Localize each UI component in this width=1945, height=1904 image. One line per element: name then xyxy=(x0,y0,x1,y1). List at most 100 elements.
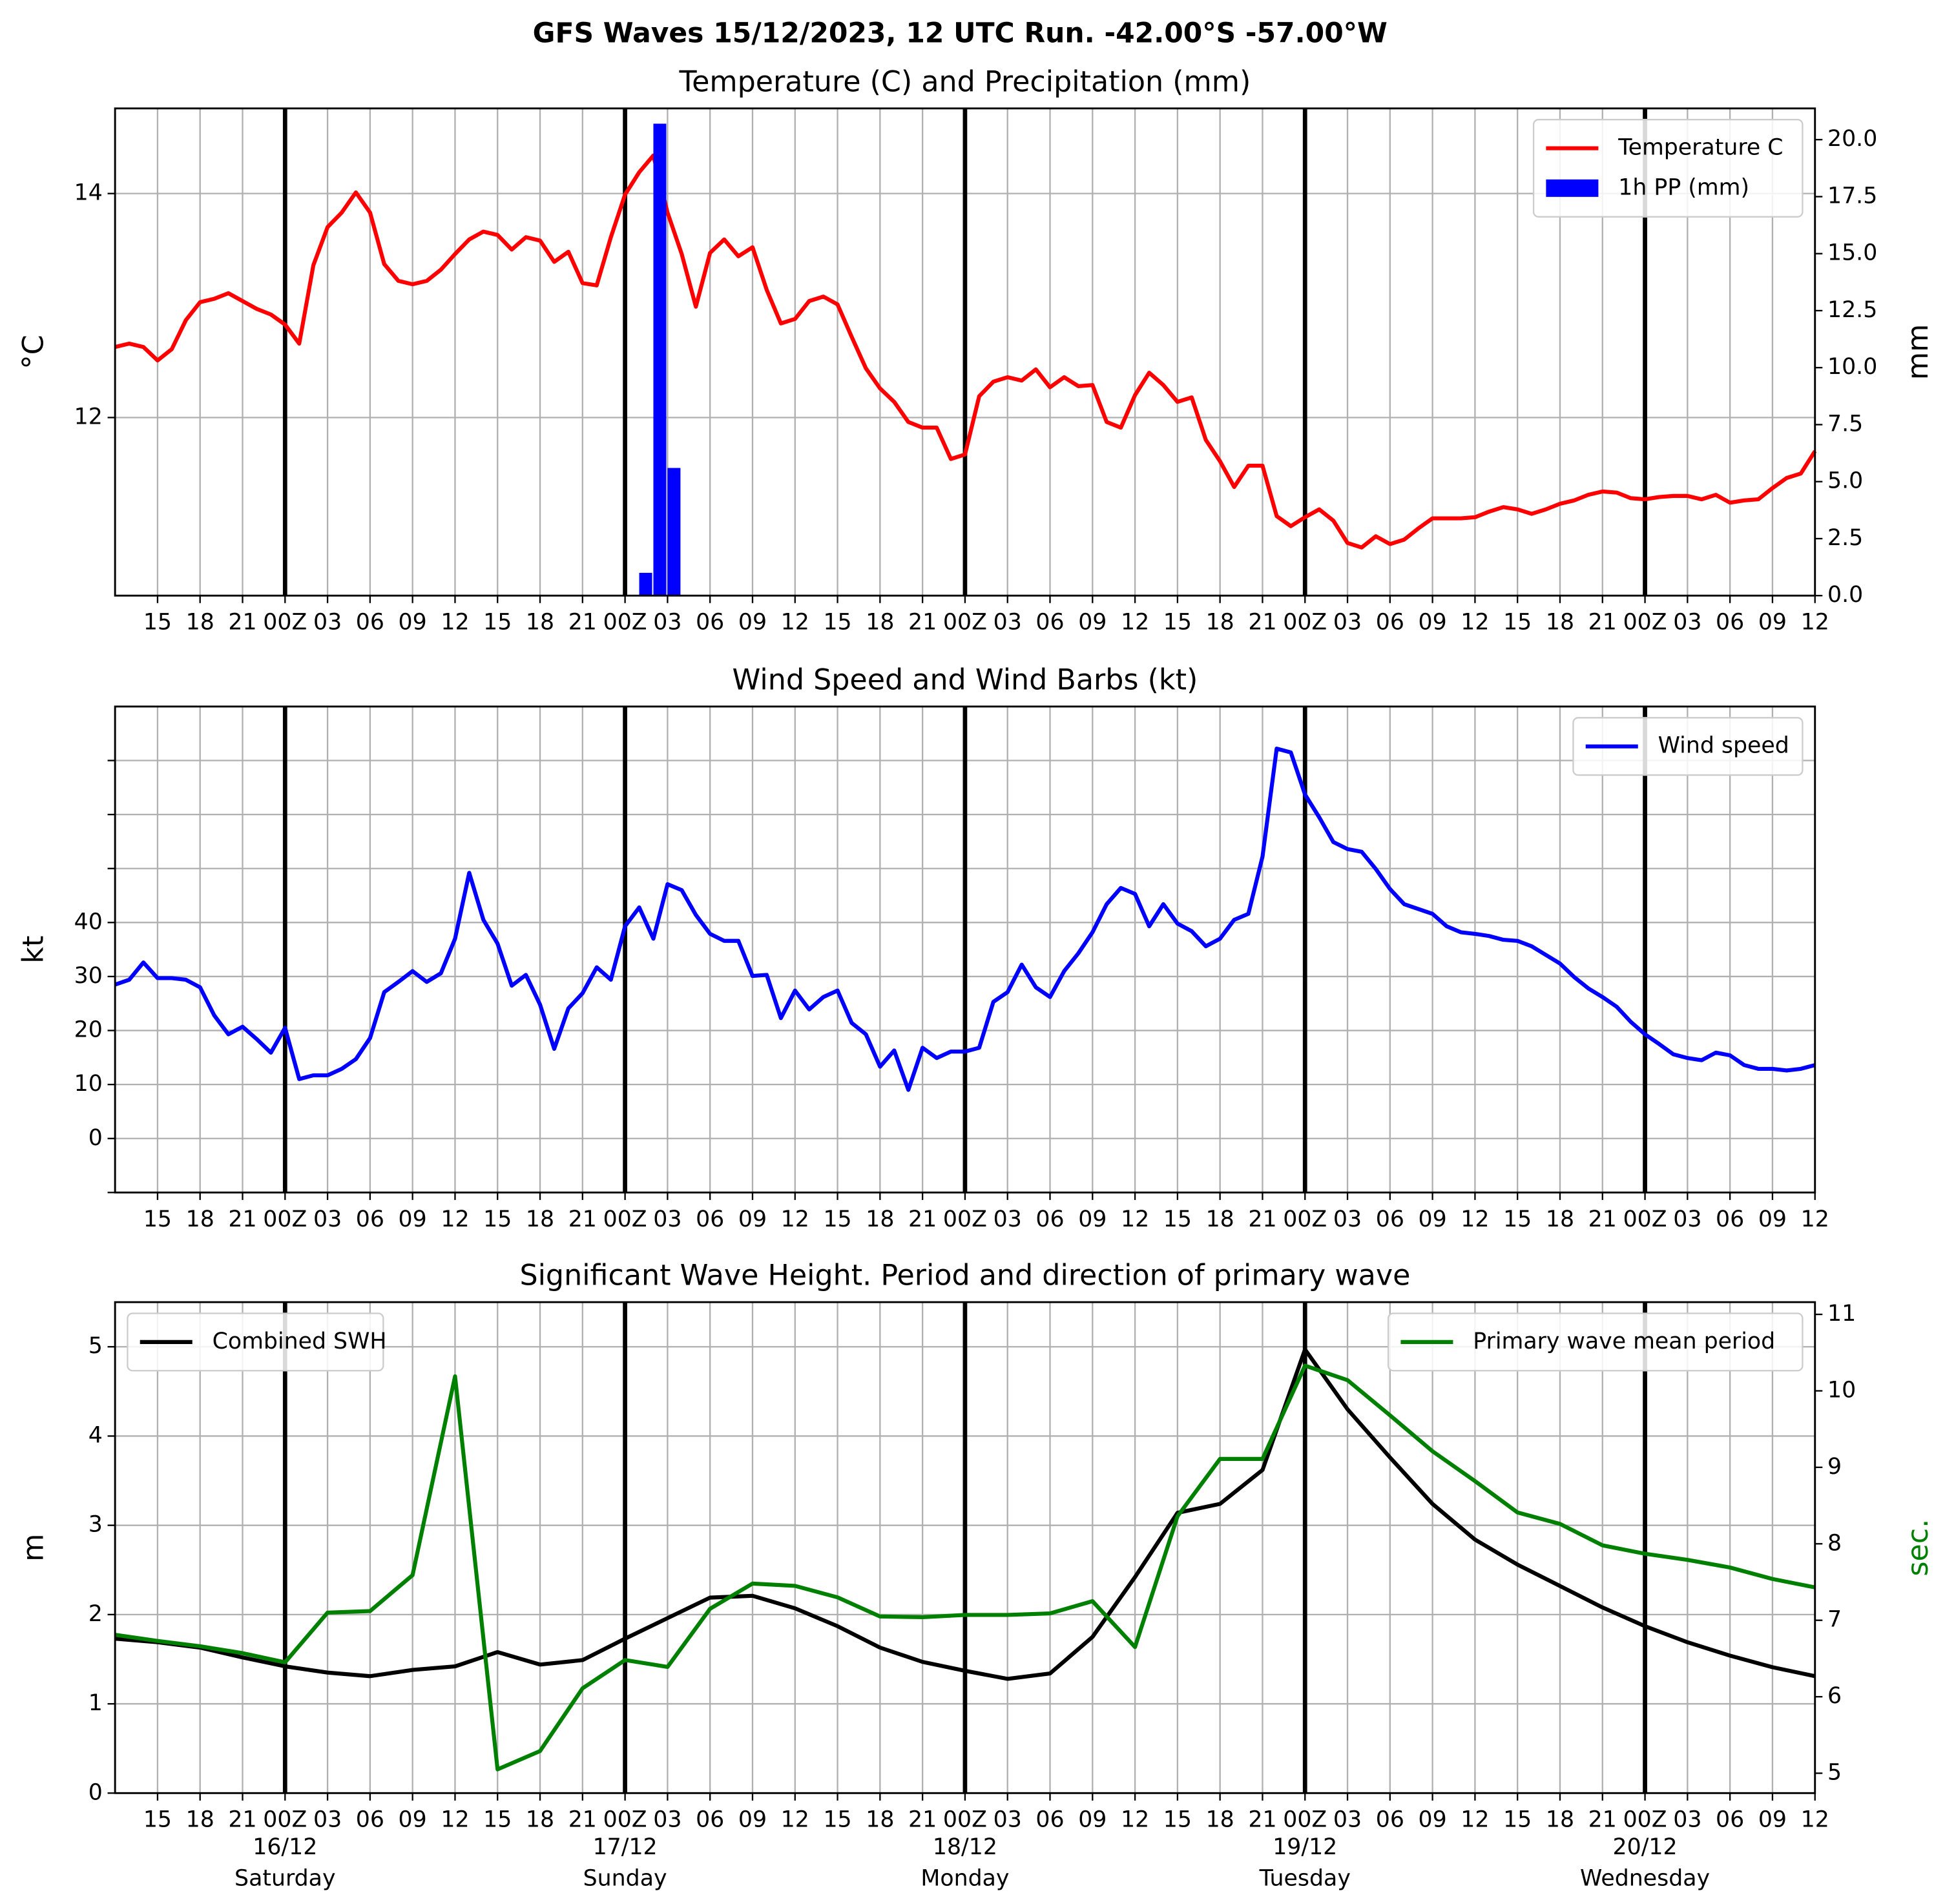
x-tick-label: 18 xyxy=(866,1206,894,1232)
day-label: Saturday xyxy=(234,1865,335,1891)
y2-tick-label: 15.0 xyxy=(1827,240,1877,266)
x-tick-label: 09 xyxy=(399,1807,427,1833)
day-label: Sunday xyxy=(583,1865,667,1891)
x-tick-label: 21 xyxy=(568,610,597,636)
legend-label: Wind speed xyxy=(1658,733,1789,759)
x-tick-label: 03 xyxy=(1333,610,1362,636)
panel-title: Wind Speed and Wind Barbs (kt) xyxy=(733,663,1198,696)
x-tick-label: 03 xyxy=(313,610,342,636)
x-tick-label: 03 xyxy=(993,610,1022,636)
y-tick-label: 10 xyxy=(74,1071,103,1097)
x-tick-label: 21 xyxy=(1588,610,1617,636)
y-axis-label: kt xyxy=(17,936,50,964)
data-line xyxy=(114,747,1816,1092)
x-tick-label: 03 xyxy=(313,1807,342,1833)
x-tick-label: 18 xyxy=(526,1807,554,1833)
y-tick-label: 2 xyxy=(88,1601,103,1627)
legend-box xyxy=(1572,717,1804,776)
x-tick-label: 06 xyxy=(356,610,384,636)
x-tick-label: 00Z xyxy=(263,1807,307,1833)
x-tick-label: 12 xyxy=(1121,1807,1149,1833)
panel-title: Temperature (C) and Precipitation (mm) xyxy=(679,65,1251,98)
x-tick-label: 06 xyxy=(696,1807,724,1833)
x-tick-label: 15 xyxy=(143,610,172,636)
x-tick-label: 18 xyxy=(186,1206,214,1232)
x-tick-label: 06 xyxy=(1716,610,1744,636)
x-tick-label: 18 xyxy=(866,610,894,636)
y2-axis-label: sec. xyxy=(1902,1519,1935,1577)
x-tick-label: 09 xyxy=(1758,610,1787,636)
x-tick-label: 12 xyxy=(1801,1206,1829,1232)
x-tick-label: 06 xyxy=(1716,1206,1744,1232)
x-tick-label: 12 xyxy=(1121,1206,1149,1232)
x-tick-label: 12 xyxy=(441,1206,469,1232)
x-tick-label: 09 xyxy=(1078,1807,1107,1833)
x-tick-label: 18 xyxy=(526,610,554,636)
x-tick-label: 21 xyxy=(908,610,937,636)
y-tick-label: 12 xyxy=(74,404,103,429)
y2-tick-label: 7 xyxy=(1827,1607,1842,1633)
x-tick-label: 18 xyxy=(1546,610,1574,636)
x-tick-label: 09 xyxy=(1078,610,1107,636)
x-tick-label: 12 xyxy=(1121,610,1149,636)
x-tick-label: 15 xyxy=(823,610,851,636)
y-tick-label: 4 xyxy=(88,1422,103,1448)
x-tick-label: 15 xyxy=(483,1807,512,1833)
x-tick-label: 15 xyxy=(1163,1206,1192,1232)
legend-label: 1h PP (mm) xyxy=(1618,174,1749,200)
x-tick-label: 12 xyxy=(1461,1807,1489,1833)
x-tick-label: 21 xyxy=(568,1807,597,1833)
x-tick-label: 12 xyxy=(441,610,469,636)
x-tick-label: 03 xyxy=(993,1206,1022,1232)
x-tick-label: 09 xyxy=(1078,1206,1107,1232)
x-tick-label: 06 xyxy=(356,1807,384,1833)
x-tick-label: 00Z xyxy=(943,610,987,636)
y-tick-label: 3 xyxy=(88,1512,103,1538)
x-tick-label: 03 xyxy=(313,1206,342,1232)
y2-axis-label: mm xyxy=(1902,324,1935,380)
legend-label: Temperature C xyxy=(1617,135,1783,161)
x-tick-label: 21 xyxy=(228,610,256,636)
y2-tick-label: 10 xyxy=(1827,1377,1856,1403)
x-tick-label: 15 xyxy=(483,610,512,636)
date-label: 20/12 xyxy=(1613,1834,1678,1860)
y2-tick-label: 17.5 xyxy=(1827,183,1877,209)
figure-title: GFS Waves 15/12/2023, 12 UTC Run. -42.00… xyxy=(533,18,1388,50)
legend-label: Primary wave mean period xyxy=(1473,1329,1775,1354)
x-tick-label: 12 xyxy=(1801,610,1829,636)
x-tick-label: 21 xyxy=(228,1807,256,1833)
date-label: 16/12 xyxy=(253,1834,317,1860)
precip-bar xyxy=(667,468,681,596)
x-tick-label: 03 xyxy=(1333,1807,1362,1833)
x-tick-label: 00Z xyxy=(603,1807,647,1833)
x-tick-label: 21 xyxy=(1248,1206,1276,1232)
x-tick-label: 21 xyxy=(1588,1206,1617,1232)
y2-tick-label: 6 xyxy=(1827,1683,1842,1709)
x-tick-label: 03 xyxy=(1673,1206,1701,1232)
x-tick-label: 00Z xyxy=(943,1807,987,1833)
x-tick-label: 03 xyxy=(1673,610,1701,636)
y2-tick-label: 2.5 xyxy=(1827,525,1863,551)
x-tick-label: 06 xyxy=(1035,1206,1064,1232)
x-tick-label: 06 xyxy=(696,610,724,636)
x-tick-label: 00Z xyxy=(1283,1206,1327,1232)
panel-title: Significant Wave Height. Period and dire… xyxy=(519,1259,1410,1292)
x-tick-label: 06 xyxy=(1376,1206,1404,1232)
x-tick-label: 03 xyxy=(653,610,681,636)
x-tick-label: 21 xyxy=(568,1206,597,1232)
x-tick-label: 18 xyxy=(1546,1807,1574,1833)
x-tick-label: 00Z xyxy=(263,610,307,636)
precip-bar xyxy=(639,572,652,596)
x-tick-label: 09 xyxy=(1419,1807,1447,1833)
y-tick-label: 20 xyxy=(74,1017,103,1043)
x-tick-label: 21 xyxy=(228,1206,256,1232)
x-tick-label: 18 xyxy=(866,1807,894,1833)
x-tick-label: 00Z xyxy=(1283,610,1327,636)
x-tick-label: 06 xyxy=(1716,1807,1744,1833)
data-line xyxy=(114,153,1817,550)
y2-tick-label: 10.0 xyxy=(1827,354,1877,380)
x-tick-label: 12 xyxy=(1461,610,1489,636)
y-axis-label: °C xyxy=(17,335,50,369)
